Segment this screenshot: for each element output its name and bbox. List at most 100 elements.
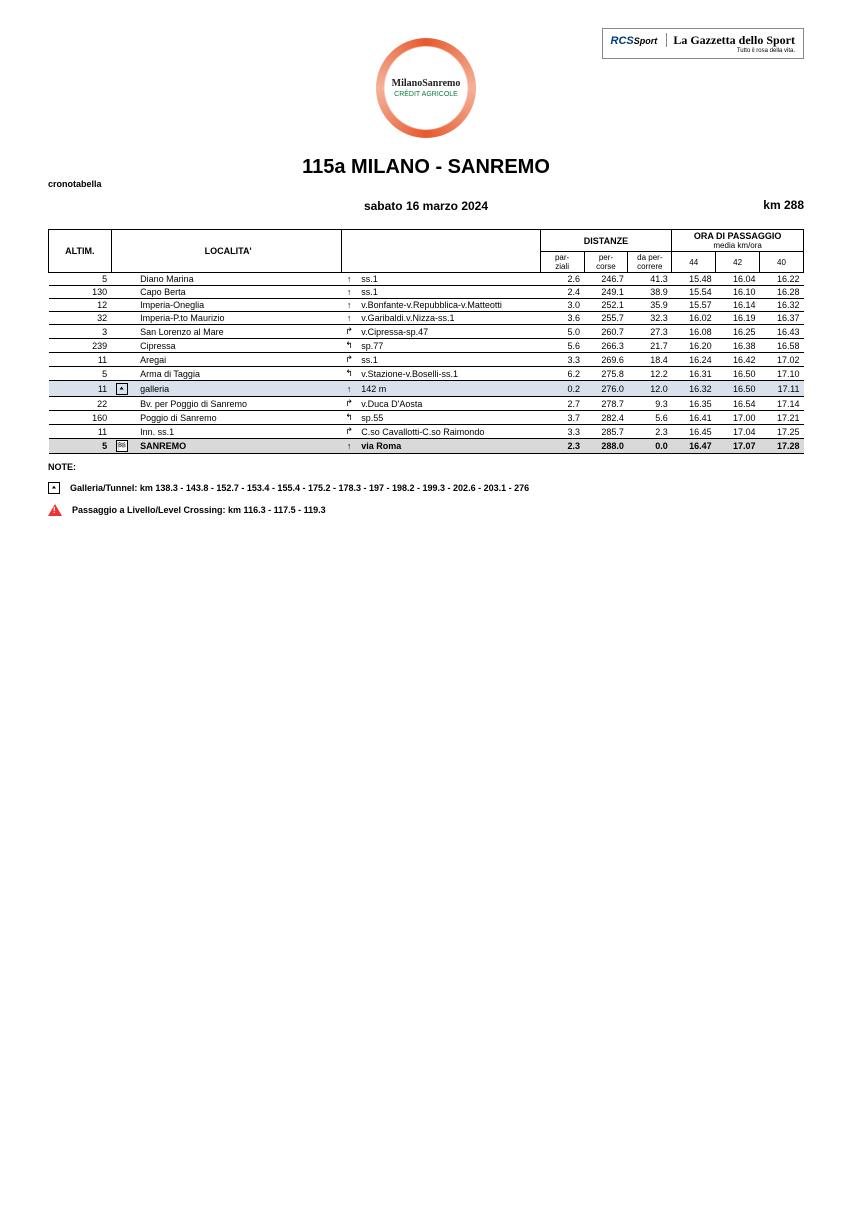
cell-t44: 16.35	[672, 397, 716, 411]
cell-parziali: 3.6	[540, 312, 584, 325]
table-row: 160Poggio di Sanremo↰sp.553.7282.45.616.…	[49, 411, 804, 425]
cell-altim: 12	[49, 299, 112, 312]
note-tunnel-text: Galleria/Tunnel: km 138.3 - 143.8 - 152.…	[70, 482, 529, 493]
table-row: 12Imperia-Oneglia↑v.Bonfante-v.Repubblic…	[49, 299, 804, 312]
sponsor-tagline: Tutto il rosa della vita.	[611, 48, 795, 54]
cell-direction: ↰	[341, 339, 357, 353]
cell-localita: Poggio di Sanremo	[132, 411, 341, 425]
cell-t42: 16.04	[716, 273, 760, 286]
cell-t40: 16.28	[760, 286, 804, 299]
cell-altim: 160	[49, 411, 112, 425]
note-tunnel: Galleria/Tunnel: km 138.3 - 143.8 - 152.…	[48, 482, 804, 494]
cell-icon	[111, 273, 132, 286]
cell-icon	[111, 299, 132, 312]
cell-dapercorrere: 2.3	[628, 425, 672, 439]
cell-localita: Capo Berta	[132, 286, 341, 299]
sponsor-sport: Sport	[634, 36, 658, 46]
cell-road: v.Cipressa-sp.47	[357, 325, 540, 339]
cell-t44: 16.08	[672, 325, 716, 339]
cell-percorse: 246.7	[584, 273, 628, 286]
cell-t40: 17.28	[760, 439, 804, 454]
cell-t42: 16.38	[716, 339, 760, 353]
cell-direction: ↑	[341, 439, 357, 454]
cell-road: v.Stazione-v.Boselli-ss.1	[357, 367, 540, 381]
cell-parziali: 0.2	[540, 381, 584, 397]
cell-localita: Imperia-Oneglia	[132, 299, 341, 312]
cell-t40: 16.43	[760, 325, 804, 339]
cell-percorse: 288.0	[584, 439, 628, 454]
cell-t44: 16.41	[672, 411, 716, 425]
cell-direction: ↱	[341, 397, 357, 411]
cell-percorse: 278.7	[584, 397, 628, 411]
cell-percorse: 269.6	[584, 353, 628, 367]
cell-t42: 16.25	[716, 325, 760, 339]
cell-parziali: 3.3	[540, 353, 584, 367]
cell-road: ss.1	[357, 353, 540, 367]
cell-percorse: 285.7	[584, 425, 628, 439]
cell-t40: 17.21	[760, 411, 804, 425]
cell-t44: 15.54	[672, 286, 716, 299]
th-road	[357, 230, 540, 273]
cell-percorse: 260.7	[584, 325, 628, 339]
cell-dapercorrere: 32.3	[628, 312, 672, 325]
cell-t42: 17.04	[716, 425, 760, 439]
cell-icon	[111, 367, 132, 381]
cell-direction: ↱	[341, 425, 357, 439]
cell-percorse: 249.1	[584, 286, 628, 299]
cell-parziali: 3.3	[540, 425, 584, 439]
cell-t44: 16.20	[672, 339, 716, 353]
cell-altim: 5	[49, 439, 112, 454]
cell-altim: 5	[49, 273, 112, 286]
page-title: 115a MILANO - SANREMO	[48, 156, 804, 179]
cell-direction: ↱	[341, 325, 357, 339]
cell-road: sp.77	[357, 339, 540, 353]
event-date: sabato 16 marzo 2024	[48, 199, 804, 213]
cell-t44: 16.24	[672, 353, 716, 367]
logo-text: MilanoSanremo	[392, 78, 461, 89]
cell-t40: 16.32	[760, 299, 804, 312]
cell-parziali: 2.3	[540, 439, 584, 454]
cell-dapercorrere: 9.3	[628, 397, 672, 411]
cell-localita: Aregai	[132, 353, 341, 367]
cell-percorse: 255.7	[584, 312, 628, 325]
th-localita: LOCALITA'	[111, 230, 341, 273]
cell-t40: 16.37	[760, 312, 804, 325]
cell-localita: Diano Marina	[132, 273, 341, 286]
cell-t42: 16.54	[716, 397, 760, 411]
cell-parziali: 3.0	[540, 299, 584, 312]
cell-direction: ↰	[341, 367, 357, 381]
th-dir	[341, 230, 357, 273]
cronotabella-label: cronotabella	[48, 179, 804, 189]
cell-localita: San Lorenzo al Mare	[132, 325, 341, 339]
cell-parziali: 6.2	[540, 367, 584, 381]
cell-t40: 17.25	[760, 425, 804, 439]
cell-icon	[111, 439, 132, 454]
cell-percorse: 252.1	[584, 299, 628, 312]
cell-t42: 16.19	[716, 312, 760, 325]
sponsor-box: RCSSport La Gazzetta dello Sport Tutto i…	[602, 28, 804, 59]
cell-altim: 5	[49, 367, 112, 381]
th-parziali: par- ziali	[540, 252, 584, 273]
table-row: 5SANREMO↑via Roma2.3288.00.016.4717.0717…	[49, 439, 804, 454]
table-row: 11galleria↑142 m0.2276.012.016.3216.5017…	[49, 381, 804, 397]
cell-t40: 17.10	[760, 367, 804, 381]
cell-icon	[111, 353, 132, 367]
cell-parziali: 5.6	[540, 339, 584, 353]
cell-direction: ↑	[341, 299, 357, 312]
cell-t44: 15.57	[672, 299, 716, 312]
cell-direction: ↑	[341, 273, 357, 286]
cell-t42: 16.14	[716, 299, 760, 312]
th-ora: ORA DI PASSAGGIO media km/ora	[672, 230, 804, 252]
sponsor-rcs: RCS	[611, 35, 634, 47]
cell-direction: ↑	[341, 381, 357, 397]
cell-dapercorrere: 27.3	[628, 325, 672, 339]
cell-icon	[111, 339, 132, 353]
table-row: 22Bv. per Poggio di Sanremo↱v.Duca D'Aos…	[49, 397, 804, 411]
cell-t42: 16.10	[716, 286, 760, 299]
cell-icon	[111, 325, 132, 339]
cell-icon	[111, 425, 132, 439]
cell-localita: Arma di Taggia	[132, 367, 341, 381]
th-44: 44	[672, 252, 716, 273]
cell-t40: 17.14	[760, 397, 804, 411]
cell-road: via Roma	[357, 439, 540, 454]
